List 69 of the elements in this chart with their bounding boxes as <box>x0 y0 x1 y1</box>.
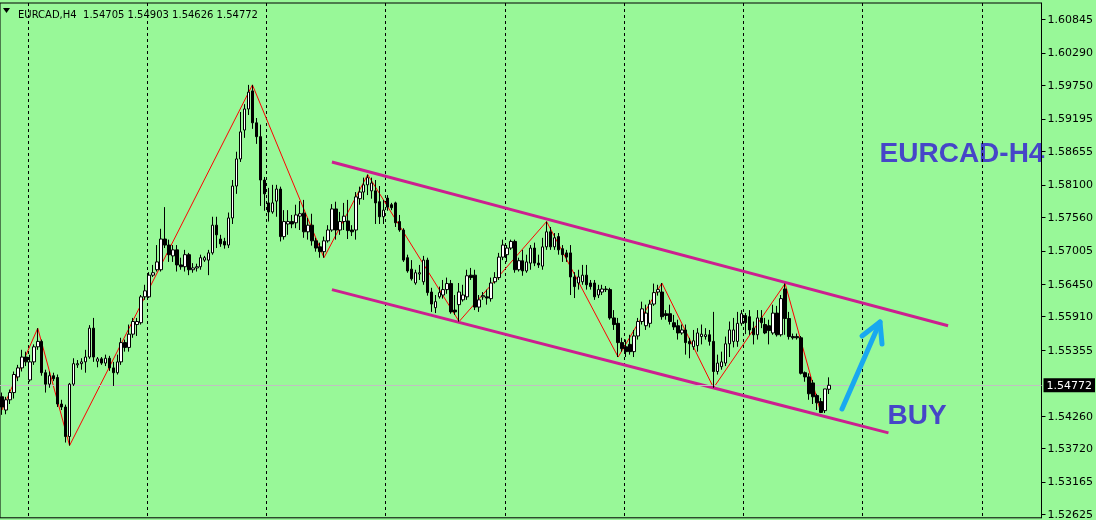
y-tick-label: 1.54260 <box>1047 409 1094 423</box>
candlestick <box>302 199 306 239</box>
candlestick <box>513 239 517 274</box>
ref-line-label: 1.54772 <box>1046 378 1093 392</box>
candlestick <box>660 282 664 321</box>
y-tick-label: 1.55910 <box>1047 310 1094 324</box>
candlestick <box>441 279 445 300</box>
candlestick <box>593 279 596 301</box>
candlestick <box>279 186 282 242</box>
y-tick-label: 1.60290 <box>1047 46 1094 60</box>
annotation: BUY <box>887 398 947 430</box>
candlestick <box>449 279 453 315</box>
candlestick <box>756 309 759 341</box>
candlestick <box>581 264 584 286</box>
candlestick <box>465 269 469 301</box>
candlestick <box>628 334 632 356</box>
candlestick <box>676 319 680 341</box>
candlestick <box>362 177 365 201</box>
candlestick <box>585 264 588 291</box>
candlestick <box>529 244 532 271</box>
candlestick <box>219 234 222 248</box>
candlestick <box>48 371 51 389</box>
candlestick <box>183 249 187 273</box>
y-tick-label: 1.59195 <box>1047 112 1094 126</box>
candlestick <box>696 327 699 353</box>
candlestick <box>597 284 600 299</box>
candlestick <box>549 226 552 251</box>
candlestick <box>600 284 604 296</box>
y-tick-label: 1.58655 <box>1047 144 1094 158</box>
candlestick <box>346 199 350 240</box>
candlestick <box>92 317 95 363</box>
candlestick <box>354 191 358 241</box>
candlestick <box>736 311 739 348</box>
candlestick <box>104 354 107 367</box>
candlestick <box>294 204 298 229</box>
line-series <box>1 84 822 447</box>
candlestick <box>644 304 648 331</box>
candlestick <box>410 259 413 282</box>
candlestick <box>473 269 477 311</box>
candlestick <box>783 283 787 336</box>
candlestick <box>187 252 191 276</box>
candlestick <box>457 282 461 323</box>
candlestick <box>394 201 397 228</box>
candlestick <box>684 324 687 356</box>
candlestick <box>712 311 715 389</box>
candlestick <box>521 249 524 277</box>
candlestick <box>366 174 369 196</box>
candlestick <box>56 374 59 408</box>
y-tick-label: 1.60845 <box>1047 13 1094 27</box>
candlestick <box>199 254 202 271</box>
candlestick <box>96 356 99 368</box>
y-tick-label: 1.56450 <box>1047 277 1094 291</box>
y-tick-label: 1.57560 <box>1047 210 1094 224</box>
candlestick <box>334 201 338 241</box>
candlestick <box>807 372 811 401</box>
y-tick-label: 1.53165 <box>1047 475 1094 489</box>
y-tick-label: 1.58100 <box>1047 178 1094 192</box>
y-tick-label: 1.57005 <box>1047 244 1094 258</box>
candlestick <box>569 244 572 296</box>
candlestick <box>175 244 179 273</box>
candlestick <box>100 356 103 366</box>
y-tick-label: 1.55355 <box>1047 343 1094 357</box>
y-tick-label: 1.53720 <box>1047 442 1094 456</box>
candlestick <box>374 179 377 225</box>
candlestick <box>668 304 672 326</box>
candlestick <box>533 242 536 267</box>
y-tick-label: 1.59750 <box>1047 78 1094 92</box>
y-tick-label: 1.52625 <box>1047 508 1094 520</box>
candlestick <box>286 209 290 236</box>
